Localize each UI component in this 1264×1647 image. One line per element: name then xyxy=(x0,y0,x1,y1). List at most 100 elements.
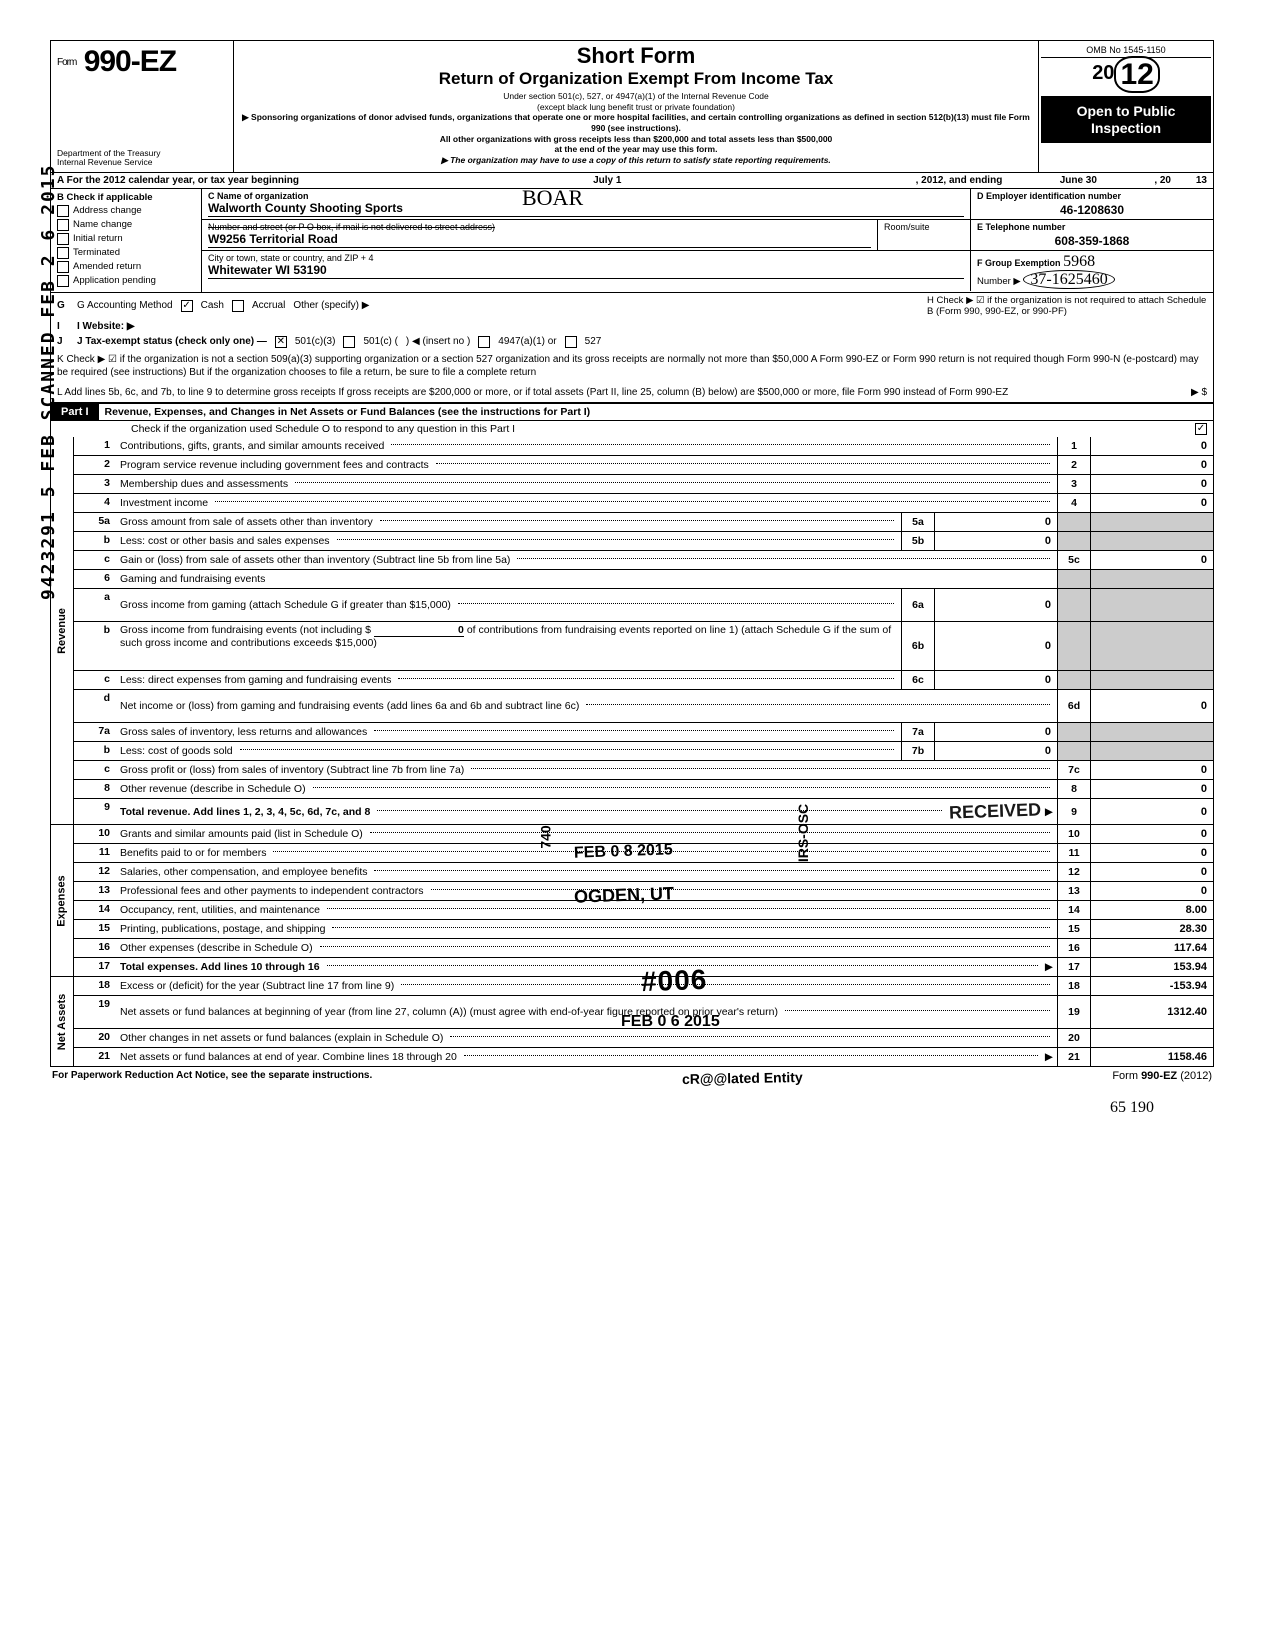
l15-n: 15 xyxy=(74,920,116,938)
l8-n: 8 xyxy=(74,780,116,798)
g-other: Other (specify) ▶ xyxy=(293,300,369,311)
l19-v: 1312.40 xyxy=(1090,996,1213,1028)
l3-c: 3 xyxy=(1057,475,1090,493)
title-under: Under section 501(c), 527, or 4947(a)(1)… xyxy=(240,91,1032,102)
l5a-shade1 xyxy=(1057,513,1090,531)
d-phone-label: E Telephone number xyxy=(977,222,1207,232)
sched-o-line: Check if the organization used Schedule … xyxy=(50,421,1214,437)
l5c-d: Gain or (loss) from sale of assets other… xyxy=(120,554,510,566)
l1-d: Contributions, gifts, grants, and simila… xyxy=(120,440,384,452)
expenses-table: Expenses 10Grants and similar amounts pa… xyxy=(50,825,1214,977)
d-ein-label: D Employer identification number xyxy=(977,191,1207,201)
l18-n: 18 xyxy=(74,977,116,995)
l19-c: 19 xyxy=(1057,996,1090,1028)
l12-n: 12 xyxy=(74,863,116,881)
l7b-sv: 0 xyxy=(934,742,1057,760)
l13-d: Professional fees and other payments to … xyxy=(120,885,424,897)
revenue-table: Revenue 1 Contributions, gifts, grants, a… xyxy=(50,437,1214,825)
l17-arrow: ▶ xyxy=(1045,961,1053,973)
l7a-d: Gross sales of inventory, less returns a… xyxy=(120,726,367,738)
l9-v: 0 xyxy=(1090,799,1213,824)
g-cash: Cash xyxy=(201,300,224,311)
l10-n: 10 xyxy=(74,825,116,843)
l20-v xyxy=(1090,1029,1213,1047)
rowA-end: June 30 xyxy=(1008,175,1148,186)
l7a-sc: 7a xyxy=(901,723,934,741)
i-label: I Website: ▶ xyxy=(77,321,135,332)
l6b-sc: 6b xyxy=(901,622,934,670)
side-netassets-label: Net Assets xyxy=(56,993,68,1049)
title-sponsor2: All other organizations with gross recei… xyxy=(240,134,1032,145)
l21-v: 1158.46 xyxy=(1090,1048,1213,1066)
l6c-shade2 xyxy=(1090,671,1213,689)
l6d-d: Net income or (loss) from gaming and fun… xyxy=(120,700,579,712)
hand-bottom: 65 190 xyxy=(50,1089,1214,1127)
l6c-shade1 xyxy=(1057,671,1090,689)
l13-c: 13 xyxy=(1057,882,1090,900)
l6a-d: Gross income from gaming (attach Schedul… xyxy=(120,599,451,611)
l2-n: 2 xyxy=(74,456,116,474)
l12-c: 12 xyxy=(1057,863,1090,881)
cb-501c3[interactable]: ✕ xyxy=(275,336,287,348)
l6d-v: 0 xyxy=(1090,690,1213,722)
l5b-shade2 xyxy=(1090,532,1213,550)
l1-n: 1 xyxy=(74,437,116,455)
l14-d: Occupancy, rent, utilities, and maintena… xyxy=(120,904,320,916)
l20-d: Other changes in net assets or fund bala… xyxy=(120,1032,443,1044)
l14-v: 8.00 xyxy=(1090,901,1213,919)
l10-d: Grants and similar amounts paid (list in… xyxy=(120,828,363,840)
l5a-shade2 xyxy=(1090,513,1213,531)
footer-left: For Paperwork Reduction Act Notice, see … xyxy=(52,1070,372,1086)
l7a-n: 7a xyxy=(74,723,116,741)
l11-v: 0 xyxy=(1090,844,1213,862)
l7b-shade2 xyxy=(1090,742,1213,760)
dept-line2: Internal Revenue Service xyxy=(57,158,227,167)
header-block: B Check if applicable Address change Nam… xyxy=(50,188,1214,293)
l3-d: Membership dues and assessments xyxy=(120,478,288,490)
k-text: K Check ▶ ☑ if the organization is not a… xyxy=(57,353,1207,380)
l5a-n: 5a xyxy=(74,513,116,531)
l6a-shade1 xyxy=(1057,589,1090,621)
cb-501c[interactable] xyxy=(343,336,355,348)
l18-d: Excess or (deficit) for the year (Subtra… xyxy=(120,980,394,992)
l6a-sv: 0 xyxy=(934,589,1057,621)
stamp-bottom: cR@@lated Entity xyxy=(682,1069,803,1087)
cb-amend-label: Amended return xyxy=(73,261,141,272)
col-b: B Check if applicable Address change Nam… xyxy=(51,189,202,292)
l9-n: 9 xyxy=(74,799,116,824)
l6b-zero: 0 xyxy=(374,624,464,637)
l7b-shade1 xyxy=(1057,742,1090,760)
form-990ez-page: { "form": { "number_prefix": "Form", "nu… xyxy=(50,40,1214,1127)
cb-name-label: Name change xyxy=(73,219,132,230)
stamp-006: #006 xyxy=(640,964,707,998)
l15-v: 28.30 xyxy=(1090,920,1213,938)
cb-schedO[interactable]: ✓ xyxy=(1195,423,1207,435)
l-text: L Add lines 5b, 6c, and 7b, to line 9 to… xyxy=(57,386,1147,400)
form-prefix: Form xyxy=(57,57,76,68)
l6-shade2 xyxy=(1090,570,1213,588)
row-a: A For the 2012 calendar year, or tax yea… xyxy=(50,172,1214,188)
l21-d: Net assets or fund balances at end of ye… xyxy=(120,1051,457,1063)
cb-527[interactable] xyxy=(565,336,577,348)
l16-c: 16 xyxy=(1057,939,1090,957)
l9-c: 9 xyxy=(1057,799,1090,824)
l6d-n: d xyxy=(74,690,116,722)
j-501c: 501(c) ( xyxy=(363,336,397,347)
side-revenue: Revenue xyxy=(51,437,74,824)
cb-4947[interactable] xyxy=(478,336,490,348)
l12-v: 0 xyxy=(1090,863,1213,881)
title-sponsor3: at the end of the year may use this form… xyxy=(240,144,1032,155)
l20-c: 20 xyxy=(1057,1029,1090,1047)
l4-n: 4 xyxy=(74,494,116,512)
l16-v: 117.64 xyxy=(1090,939,1213,957)
part1-header-row: Part I Revenue, Expenses, and Changes in… xyxy=(50,403,1214,421)
l13-v: 0 xyxy=(1090,882,1213,900)
l7c-c: 7c xyxy=(1057,761,1090,779)
cb-cash[interactable]: ✓ xyxy=(181,300,193,312)
j-insert: ) ◀ (insert no ) xyxy=(406,336,470,347)
l19-n: 19 xyxy=(74,996,116,1028)
l17-n: 17 xyxy=(74,958,116,976)
cb-accr[interactable] xyxy=(232,300,244,312)
year-box: OMB No 1545-1150 2012 Open to Public Ins… xyxy=(1038,41,1213,172)
l5c-v: 0 xyxy=(1090,551,1213,569)
